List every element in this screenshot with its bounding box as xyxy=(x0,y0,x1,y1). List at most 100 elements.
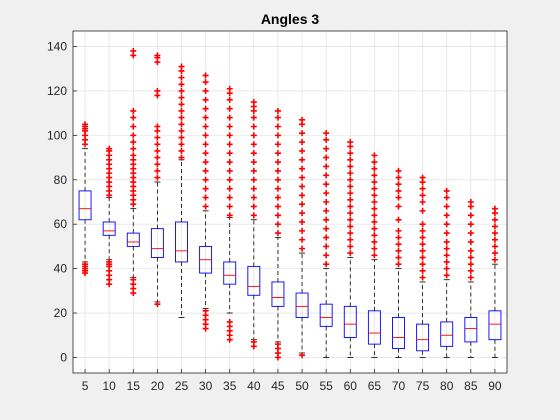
outlier-point xyxy=(202,159,209,166)
outlier-point xyxy=(178,147,185,154)
outlier-point xyxy=(395,181,402,188)
outlier-point xyxy=(274,150,281,157)
outlier-point xyxy=(299,165,306,172)
outlier-point xyxy=(250,141,257,148)
outlier-point xyxy=(467,261,474,268)
outlier-point xyxy=(395,254,402,261)
outlier-point xyxy=(491,223,498,230)
outlier-point xyxy=(371,245,378,252)
box xyxy=(440,321,454,347)
outlier-point xyxy=(323,136,330,143)
outlier-point xyxy=(419,247,426,254)
outlier-point xyxy=(226,318,233,325)
box xyxy=(464,317,478,343)
outlier-point xyxy=(371,238,378,245)
outlier-point xyxy=(274,185,281,192)
outlier-point xyxy=(467,212,474,219)
outlier-point xyxy=(491,230,498,237)
outlier-point xyxy=(299,201,306,208)
outlier-point xyxy=(250,114,257,121)
outlier-point xyxy=(443,230,450,237)
outlier-point xyxy=(467,230,474,237)
outlier-point xyxy=(274,194,281,201)
outlier-point xyxy=(371,225,378,232)
x-tick-label: 80 xyxy=(440,379,454,393)
outlier-point xyxy=(347,176,354,183)
box-group-90 xyxy=(488,205,502,358)
outlier-point xyxy=(130,107,137,114)
outlier-point xyxy=(226,132,233,139)
outlier-point xyxy=(226,141,233,148)
x-tick-label: 15 xyxy=(127,379,141,393)
box xyxy=(102,221,116,236)
outlier-point xyxy=(299,116,306,123)
outlier-point xyxy=(154,167,161,174)
outlier-point xyxy=(419,227,426,234)
outlier-point xyxy=(395,227,402,234)
y-tick-label: 60 xyxy=(54,217,68,231)
outlier-point xyxy=(419,199,426,205)
outlier-point xyxy=(250,159,257,166)
outlier-point xyxy=(395,187,402,194)
outlier-point xyxy=(226,123,233,130)
outlier-point xyxy=(443,265,450,272)
outlier-point xyxy=(299,245,306,252)
outlier-point xyxy=(395,247,402,254)
outlier-point xyxy=(178,121,185,128)
outlier-point xyxy=(323,207,330,214)
outlier-point xyxy=(226,176,233,183)
outlier-point xyxy=(371,212,378,219)
outlier-point xyxy=(419,241,426,248)
outlier-point xyxy=(395,216,402,223)
x-tick-label: 25 xyxy=(175,379,189,393)
y-tick-label: 80 xyxy=(54,173,68,187)
outlier-point xyxy=(274,341,281,348)
outlier-point xyxy=(274,132,281,139)
box-series xyxy=(78,47,502,361)
outlier-point xyxy=(299,192,306,199)
x-tick-label: 5 xyxy=(82,379,89,393)
box xyxy=(295,292,309,318)
box xyxy=(319,303,333,327)
outlier-point xyxy=(178,81,185,88)
outlier-point xyxy=(347,203,354,210)
outlier-point xyxy=(491,216,498,223)
box xyxy=(343,305,357,338)
x-tick-label: 60 xyxy=(344,379,358,393)
outlier-point xyxy=(299,352,306,359)
outlier-point xyxy=(106,145,113,152)
outlier-point xyxy=(371,159,378,166)
outlier-point xyxy=(202,141,209,148)
outlier-point xyxy=(443,272,450,279)
box-group-15 xyxy=(126,47,140,297)
box-group-10 xyxy=(102,145,116,288)
box-group-65 xyxy=(367,152,381,358)
x-tick-label: 30 xyxy=(199,379,213,393)
outlier-point xyxy=(274,230,281,237)
outlier-point xyxy=(467,238,474,245)
outlier-point xyxy=(202,203,209,210)
outlier-point xyxy=(323,190,330,197)
box-group-40 xyxy=(247,99,261,350)
outlier-point xyxy=(202,123,209,130)
outlier-point xyxy=(154,147,161,154)
outlier-point xyxy=(443,194,450,201)
outlier-point xyxy=(202,150,209,157)
outlier-point xyxy=(371,172,378,179)
y-tick-label: 100 xyxy=(47,128,67,142)
outlier-point xyxy=(443,245,450,252)
x-tick-label: 70 xyxy=(392,379,406,393)
outlier-point xyxy=(467,221,474,228)
outlier-point xyxy=(274,167,281,174)
outlier-point xyxy=(202,194,209,201)
outlier-point xyxy=(299,236,306,243)
outlier-point xyxy=(347,230,354,237)
outlier-point xyxy=(226,150,233,157)
outlier-point xyxy=(467,199,474,205)
outlier-point xyxy=(419,207,426,214)
outlier-point xyxy=(274,123,281,130)
outlier-point xyxy=(178,63,185,70)
outlier-point xyxy=(226,159,233,166)
box xyxy=(416,323,430,352)
outlier-point xyxy=(371,218,378,225)
